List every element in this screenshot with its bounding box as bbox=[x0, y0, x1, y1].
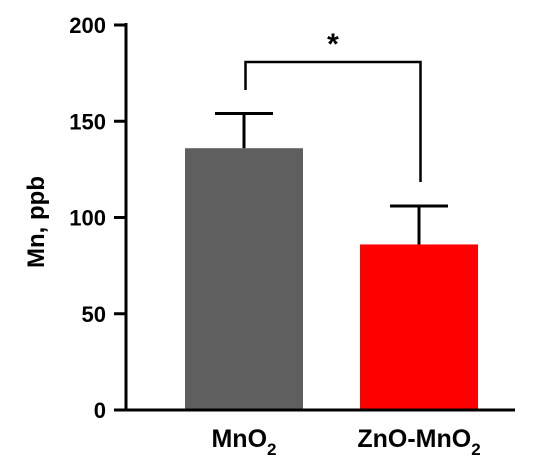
y-axis-ticks: 0 50 100 150 200 bbox=[69, 13, 126, 423]
x-axis-labels: MnO2 ZnO-MnO2 bbox=[211, 425, 480, 459]
x-tick-label: MnO2 bbox=[211, 425, 276, 459]
bar bbox=[360, 244, 478, 410]
significance-line bbox=[244, 60, 422, 182]
x-tick-label: ZnO-MnO2 bbox=[357, 425, 480, 459]
y-tick-label: 0 bbox=[94, 398, 106, 423]
significance-marker: * bbox=[327, 28, 339, 61]
x-tick-label-subscript: 2 bbox=[267, 440, 276, 459]
y-tick-label: 50 bbox=[82, 302, 106, 327]
y-tick-label: 100 bbox=[69, 206, 106, 231]
x-tick-label-main: MnO bbox=[211, 425, 267, 453]
y-tick-label: 150 bbox=[69, 109, 106, 134]
x-tick-label-main: ZnO-MnO bbox=[357, 425, 471, 453]
bars bbox=[185, 148, 478, 410]
error-bars bbox=[215, 112, 448, 245]
bar bbox=[185, 148, 303, 410]
significance-bracket: * bbox=[244, 28, 422, 182]
x-tick-label-subscript: 2 bbox=[471, 440, 480, 459]
y-tick-label: 200 bbox=[69, 13, 106, 38]
y-axis-title: Mn, ppb bbox=[23, 176, 50, 268]
